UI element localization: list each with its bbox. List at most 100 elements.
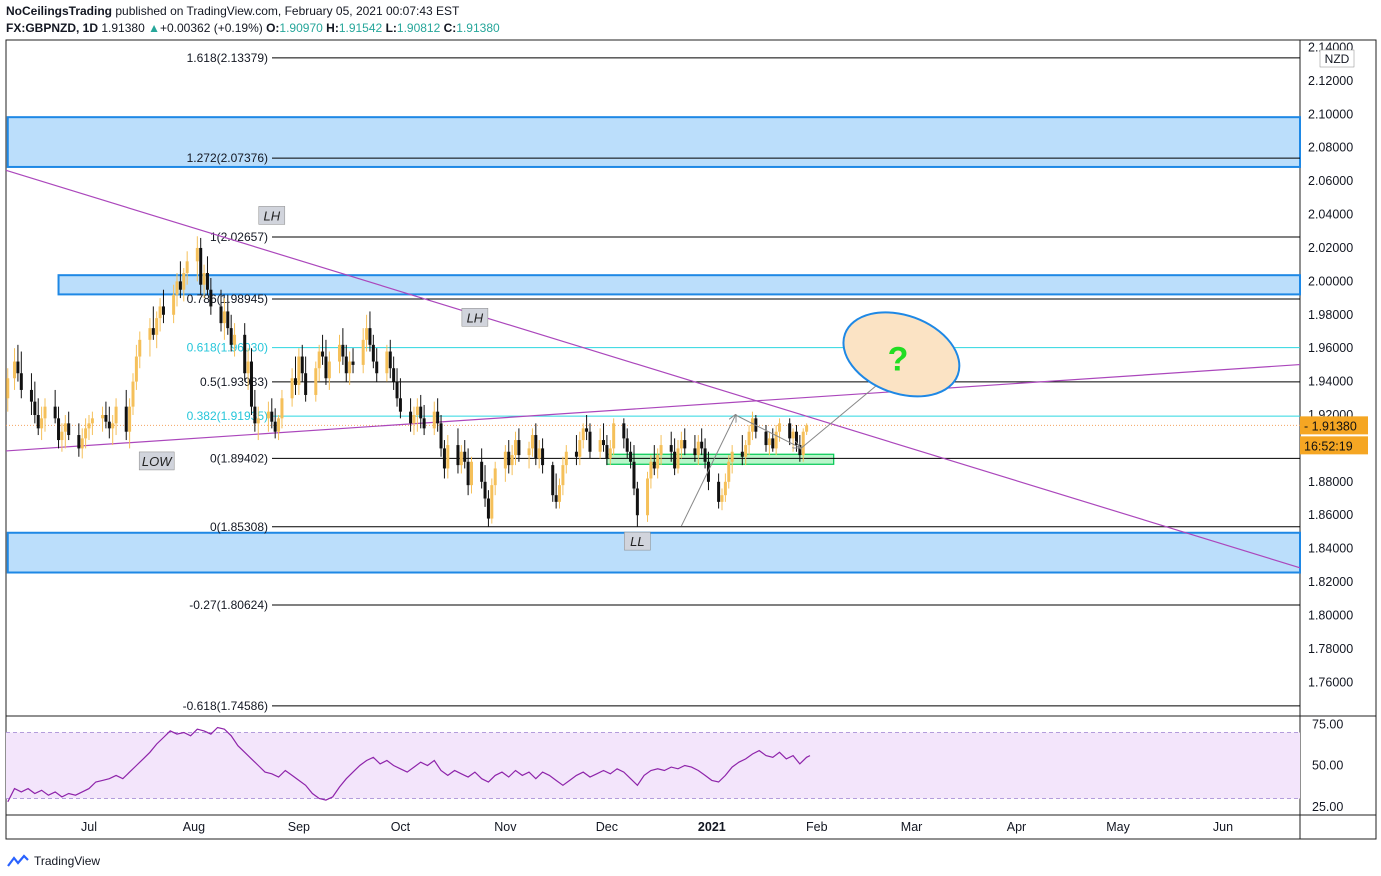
symbol-name[interactable]: FX:GBPNZD, 1D	[6, 21, 99, 35]
candle-body-45	[222, 311, 226, 324]
candle-body-44	[219, 306, 223, 324]
candle-body-13	[67, 423, 71, 436]
y-tick-10: 1.94000	[1308, 375, 1353, 389]
high-label: H:	[326, 21, 339, 35]
fib-label-4: 0.618(1.96030)	[187, 341, 268, 355]
fib-label-1: 1.272(2.07376)	[187, 151, 268, 165]
candle-body-125	[602, 440, 606, 446]
candle-body-27	[134, 356, 138, 382]
candle-body-148	[706, 461, 710, 482]
question-mark: ?	[888, 341, 909, 379]
zone-2	[6, 531, 1301, 574]
candle-body-88	[422, 418, 426, 429]
candle-body-155	[744, 445, 748, 457]
candle-body-61	[297, 356, 301, 385]
candle-body-80	[388, 351, 392, 369]
tradingview-logo-icon	[7, 854, 29, 867]
y-tick-9: 1.96000	[1308, 341, 1353, 355]
candle-body-169	[805, 425, 809, 432]
candle-body-32	[158, 306, 162, 319]
candle-body-122	[585, 428, 589, 432]
y-tick-5: 2.04000	[1308, 208, 1353, 222]
candle-body-105	[507, 451, 511, 466]
close-value: 1.91380	[456, 21, 500, 35]
candle-body-82	[395, 381, 399, 399]
candle-body-107	[514, 440, 518, 456]
candle-body-12	[63, 423, 67, 432]
candle-body-3	[19, 373, 23, 390]
candle-body-132	[632, 461, 636, 489]
rsi-tick-2: 25.00	[1312, 800, 1343, 814]
candle-body-157	[750, 418, 754, 432]
candle-body-94	[456, 445, 460, 466]
candle-body-46	[226, 311, 230, 329]
x-tick-9: Apr	[1007, 820, 1026, 834]
candle-body-110	[530, 435, 534, 449]
candle-body-7	[40, 418, 44, 429]
high-value: 1.91542	[338, 21, 383, 35]
publisher-name[interactable]: NoCeilingsTrading	[6, 4, 113, 18]
candle-body-42	[205, 273, 209, 290]
x-tick-10: May	[1106, 820, 1130, 834]
candle-body-143	[683, 440, 687, 449]
candle-body-90	[436, 411, 440, 424]
candle-body-73	[351, 361, 355, 365]
candle-body-36	[178, 281, 182, 290]
x-tick-8: Mar	[901, 820, 923, 834]
fib-label-0: 1.618(2.13379)	[187, 51, 268, 65]
fib-label-8: 0(1.85308)	[210, 520, 268, 534]
candle-body-161	[771, 438, 775, 449]
candle-body-1	[13, 361, 17, 379]
low-value: 1.90812	[396, 21, 441, 35]
x-tick-7: Feb	[806, 820, 828, 834]
candle-body-38	[185, 261, 189, 274]
x-tick-11: Jun	[1213, 820, 1233, 834]
y-tick-18: 1.78000	[1308, 642, 1353, 656]
fib-label-5: 0.5(1.93983)	[200, 375, 268, 389]
candle-body-118	[564, 451, 568, 466]
candle-body-28	[138, 339, 142, 357]
candle-body-78	[375, 361, 379, 374]
last-price-badge-text: - 1.91380	[1304, 419, 1357, 433]
projection-arrow-1	[735, 414, 800, 448]
candle-body-106	[510, 455, 514, 466]
y-tick-13: 1.88000	[1308, 475, 1353, 489]
candle-body-74	[361, 339, 365, 365]
x-tick-4: Nov	[494, 820, 517, 834]
candle-body-115	[554, 495, 558, 502]
candle-body-66	[321, 351, 325, 357]
rsi-tick-0: 75.00	[1312, 717, 1343, 731]
candle-body-154	[740, 451, 744, 457]
candle-body-71	[344, 356, 348, 374]
candle-body-9	[53, 406, 57, 419]
published-text: published on TradingView.com, February 0…	[115, 4, 460, 18]
candle-body-20	[104, 414, 108, 422]
candle-body-152	[727, 461, 731, 482]
candle-body-164	[788, 423, 792, 439]
fib-label-6: 0.382(1.91935)	[187, 409, 268, 423]
candle-body-2	[16, 361, 20, 374]
projection-arrow-0	[680, 415, 735, 527]
x-tick-2: Sep	[288, 820, 310, 834]
candle-body-31	[155, 318, 159, 335]
candle-body-126	[605, 445, 609, 459]
candle-body-116	[558, 485, 562, 502]
rsi-tick-1: 50.00	[1312, 759, 1343, 773]
structure-label-2: LL	[630, 534, 644, 549]
candle-body-8	[43, 406, 47, 419]
footer-branding[interactable]: TradingView	[6, 854, 100, 868]
candle-body-129	[622, 423, 626, 439]
candle-body-25	[128, 406, 132, 432]
candle-body-29	[148, 328, 152, 340]
fib-label-10: -0.618(1.74586)	[183, 699, 268, 713]
x-tick-6: 2021	[698, 820, 726, 834]
candle-body-75	[365, 328, 369, 340]
close-label: C:	[443, 21, 457, 35]
candle-body-19	[101, 414, 105, 419]
candle-body-72	[348, 361, 352, 374]
candle-body-33	[161, 306, 165, 315]
candle-body-57	[277, 418, 281, 432]
countdown-badge	[1300, 436, 1368, 455]
candle-body-64	[314, 368, 318, 395]
